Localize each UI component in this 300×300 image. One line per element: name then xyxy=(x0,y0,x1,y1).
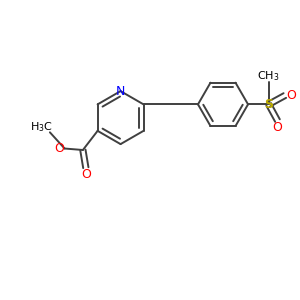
Text: CH$_3$: CH$_3$ xyxy=(257,69,280,83)
Text: O: O xyxy=(54,142,64,155)
Text: O: O xyxy=(272,121,282,134)
Text: S: S xyxy=(264,98,273,111)
Text: H$_3$C: H$_3$C xyxy=(30,120,53,134)
Text: O: O xyxy=(81,168,91,181)
Text: N: N xyxy=(116,85,125,98)
Text: O: O xyxy=(286,89,296,102)
